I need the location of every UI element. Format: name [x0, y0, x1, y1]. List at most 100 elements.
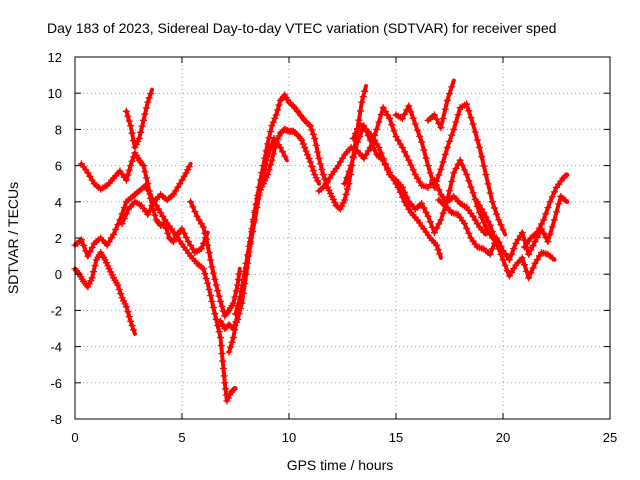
data-point-marker — [434, 246, 442, 254]
data-point-marker — [208, 263, 216, 271]
data-point-marker — [437, 165, 445, 173]
data-point-marker — [178, 225, 186, 233]
data-point-marker — [484, 217, 492, 225]
data-point-marker — [103, 241, 111, 249]
data-point-marker — [232, 287, 240, 295]
data-point-marker — [218, 302, 226, 310]
data-point-marker — [80, 241, 88, 249]
data-point-marker — [488, 245, 496, 253]
data-point-marker — [128, 322, 136, 330]
data-point-marker — [403, 106, 411, 114]
data-point-marker — [527, 269, 535, 277]
data-point-marker — [88, 274, 96, 282]
data-point-marker — [202, 275, 210, 283]
data-point-marker — [220, 372, 228, 380]
data-point-marker — [259, 170, 267, 178]
data-point-marker — [151, 211, 159, 219]
data-point-marker — [127, 317, 135, 325]
data-point-marker — [368, 133, 376, 141]
data-point-marker — [405, 156, 413, 164]
data-point-marker — [234, 303, 242, 311]
data-point-marker — [399, 193, 407, 201]
data-point-marker — [353, 138, 361, 146]
data-point-marker — [383, 164, 391, 172]
data-point-marker — [392, 133, 400, 141]
data-point-marker — [238, 288, 246, 296]
data-point-marker — [448, 131, 456, 139]
data-point-marker — [436, 250, 444, 258]
data-point-marker — [314, 177, 322, 185]
y-tick-label: 4 — [55, 195, 62, 210]
data-point-marker — [386, 115, 394, 123]
data-point-marker — [227, 343, 235, 351]
data-point-marker — [401, 110, 409, 118]
data-point-marker — [411, 171, 419, 179]
data-point-marker — [118, 294, 126, 302]
data-point-marker — [409, 114, 417, 122]
data-point-marker — [377, 149, 385, 157]
data-point-marker — [461, 166, 469, 174]
sdtvar-trace-7 — [227, 127, 321, 354]
data-point-marker — [491, 234, 499, 242]
data-point-marker — [120, 297, 128, 305]
data-point-marker — [255, 191, 263, 199]
data-point-marker — [403, 152, 411, 160]
data-point-marker — [137, 128, 145, 136]
data-point-marker — [360, 154, 368, 162]
data-point-marker — [208, 297, 216, 305]
data-point-marker — [219, 357, 227, 365]
data-point-marker — [319, 171, 327, 179]
data-point-marker — [117, 290, 125, 298]
data-point-marker — [231, 326, 239, 334]
x-tick-label: 15 — [389, 430, 403, 445]
data-point-marker — [529, 242, 537, 250]
data-point-marker — [443, 144, 451, 151]
data-point-marker — [431, 229, 439, 237]
data-point-marker — [102, 259, 110, 267]
data-point-marker — [433, 241, 441, 249]
data-point-marker — [145, 187, 153, 195]
data-point-marker — [125, 117, 133, 125]
data-point-marker — [311, 134, 319, 142]
data-point-marker — [187, 241, 195, 249]
data-point-marker — [501, 261, 509, 269]
data-point-marker — [482, 213, 490, 221]
data-point-marker — [229, 299, 237, 307]
data-point-marker — [148, 202, 156, 210]
data-point-marker — [279, 148, 287, 156]
data-point-marker — [125, 166, 133, 174]
data-point-marker — [201, 229, 209, 237]
data-point-marker — [398, 115, 406, 123]
data-point-marker — [199, 223, 207, 231]
data-point-marker — [560, 173, 568, 181]
data-point-marker — [193, 212, 201, 220]
data-point-marker — [538, 220, 546, 228]
data-point-marker — [345, 167, 353, 175]
data-point-marker — [351, 130, 359, 138]
data-point-marker — [324, 178, 332, 186]
data-point-marker — [465, 177, 473, 185]
data-point-marker — [185, 163, 193, 171]
data-point-marker — [253, 204, 261, 212]
data-point-marker — [379, 155, 387, 163]
data-point-marker — [184, 166, 192, 174]
data-point-marker — [115, 285, 123, 293]
data-point-marker — [403, 201, 411, 209]
data-point-marker — [520, 261, 528, 269]
data-point-marker — [467, 114, 475, 122]
data-point-marker — [242, 264, 250, 272]
data-point-marker — [184, 238, 192, 246]
data-point-marker — [257, 180, 265, 188]
data-point-marker — [508, 250, 516, 258]
data-point-marker — [478, 153, 486, 161]
data-point-marker — [215, 292, 223, 300]
y-tick-label: 0 — [55, 267, 62, 282]
data-point-marker — [240, 276, 248, 284]
data-point-marker — [480, 219, 488, 227]
data-point-marker — [204, 241, 212, 249]
data-point-marker — [469, 189, 477, 197]
data-point-marker — [312, 174, 320, 182]
data-point-marker — [439, 209, 447, 217]
data-point-marker — [161, 220, 169, 228]
data-point-marker — [548, 223, 556, 231]
